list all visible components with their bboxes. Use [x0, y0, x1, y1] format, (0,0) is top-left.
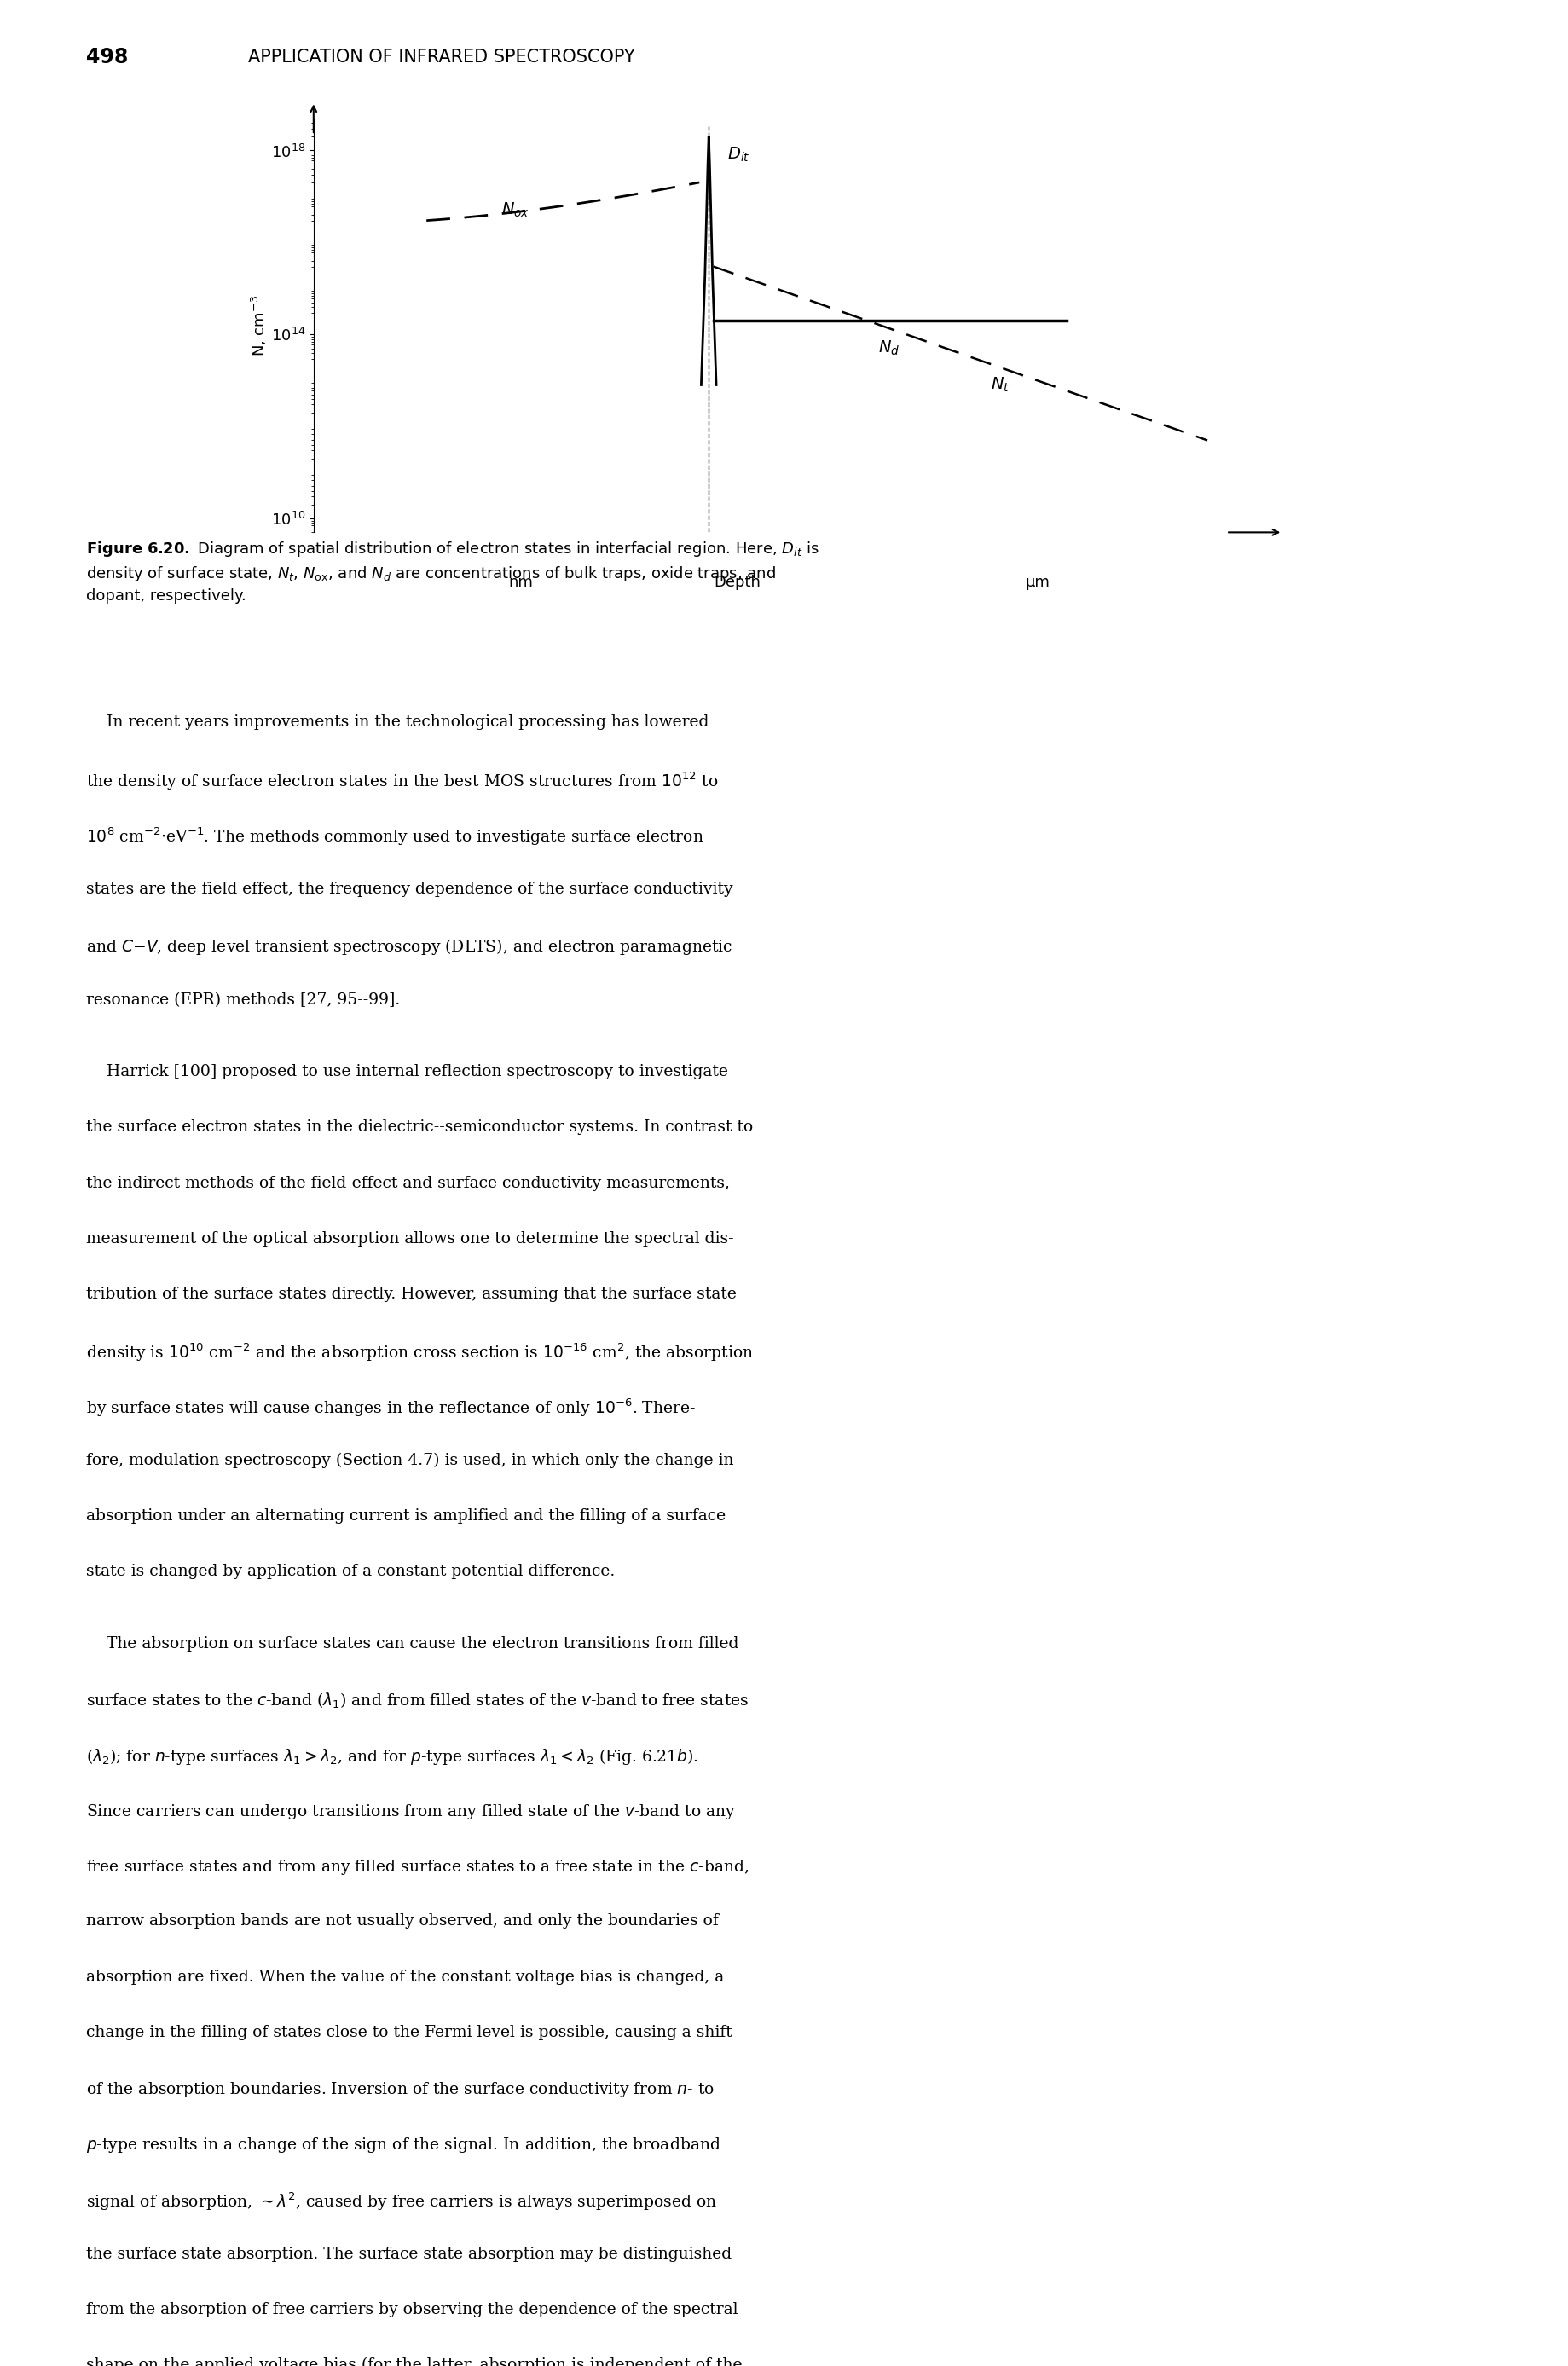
Text: $D_{it}$: $D_{it}$ [728, 147, 750, 163]
Text: tribution of the surface states directly. However, assuming that the surface sta: tribution of the surface states directly… [86, 1287, 737, 1301]
Text: absorption under an alternating current is amplified and the filling of a surfac: absorption under an alternating current … [86, 1510, 726, 1524]
Text: the indirect methods of the field-effect and surface conductivity measurements,: the indirect methods of the field-effect… [86, 1176, 731, 1190]
Text: change in the filling of states close to the Fermi level is possible, causing a : change in the filling of states close to… [86, 2025, 732, 2039]
Text: shape on the applied voltage bias (for the latter, absorption is independent of : shape on the applied voltage bias (for t… [86, 2357, 742, 2366]
Text: states are the field effect, the frequency dependence of the surface conductivit: states are the field effect, the frequen… [86, 880, 734, 897]
Text: APPLICATION OF INFRARED SPECTROSCOPY: APPLICATION OF INFRARED SPECTROSCOPY [248, 47, 635, 66]
Text: free surface states and from any filled surface states to a free state in the $c: free surface states and from any filled … [86, 1857, 750, 1876]
Text: $N_t$: $N_t$ [991, 376, 1010, 395]
Text: μm: μm [1025, 575, 1051, 589]
Text: $\mathbf{Figure\ 6.20.}$ Diagram of spatial distribution of electron states in i: $\mathbf{Figure\ 6.20.}$ Diagram of spat… [86, 539, 818, 603]
Text: fore, modulation spectroscopy (Section 4.7) is used, in which only the change in: fore, modulation spectroscopy (Section 4… [86, 1453, 734, 1469]
Text: ($\lambda_2$); for $n$-type surfaces $\lambda_1 > \lambda_2$, and for $p$-type s: ($\lambda_2$); for $n$-type surfaces $\l… [86, 1746, 698, 1767]
Text: state is changed by application of a constant potential difference.: state is changed by application of a con… [86, 1564, 615, 1578]
Text: by surface states will cause changes in the reflectance of only $10^{-6}$. There: by surface states will cause changes in … [86, 1398, 696, 1420]
Text: the surface electron states in the dielectric--semiconductor systems. In contras: the surface electron states in the diele… [86, 1119, 753, 1136]
Text: $N_{\mathregular{ox}}$: $N_{\mathregular{ox}}$ [502, 201, 530, 220]
Text: $p$-type results in a change of the sign of the signal. In addition, the broadba: $p$-type results in a change of the sign… [86, 2136, 721, 2155]
Text: of the absorption boundaries. Inversion of the surface conductivity from $n$- to: of the absorption boundaries. Inversion … [86, 2080, 715, 2099]
Text: In recent years improvements in the technological processing has lowered: In recent years improvements in the tech… [86, 715, 709, 731]
Text: from the absorption of free carriers by observing the dependence of the spectral: from the absorption of free carriers by … [86, 2302, 739, 2319]
Text: Depth: Depth [713, 575, 760, 589]
Text: surface states to the $c$-band ($\lambda_1$) and from filled states of the $v$-b: surface states to the $c$-band ($\lambda… [86, 1692, 750, 1711]
Text: density is $10^{10}$ cm$^{-2}$ and the absorption cross section is $10^{-16}$ cm: density is $10^{10}$ cm$^{-2}$ and the a… [86, 1342, 754, 1363]
Text: $10^8$ cm$^{-2}$$\cdot$eV$^{-1}$. The methods commonly used to investigate surfa: $10^8$ cm$^{-2}$$\cdot$eV$^{-1}$. The me… [86, 826, 704, 847]
Text: signal of absorption, $\sim\lambda^2$, caused by free carriers is always superim: signal of absorption, $\sim\lambda^2$, c… [86, 2191, 717, 2212]
Text: Harrick [100] proposed to use internal reflection spectroscopy to investigate: Harrick [100] proposed to use internal r… [86, 1065, 728, 1079]
Text: resonance (EPR) methods [27, 95--99].: resonance (EPR) methods [27, 95--99]. [86, 991, 400, 1008]
Text: the density of surface electron states in the best MOS structures from $10^{12}$: the density of surface electron states i… [86, 771, 718, 793]
Text: 498: 498 [86, 47, 129, 66]
Text: nm: nm [508, 575, 533, 589]
Text: the surface state absorption. The surface state absorption may be distinguished: the surface state absorption. The surfac… [86, 2248, 732, 2262]
Text: narrow absorption bands are not usually observed, and only the boundaries of: narrow absorption bands are not usually … [86, 1914, 718, 1928]
Text: $N_d$: $N_d$ [878, 338, 900, 357]
Text: and $C$$-$$V$, deep level transient spectroscopy (DLTS), and electron paramagnet: and $C$$-$$V$, deep level transient spec… [86, 937, 732, 956]
Text: measurement of the optical absorption allows one to determine the spectral dis-: measurement of the optical absorption al… [86, 1230, 734, 1247]
Text: absorption are fixed. When the value of the constant voltage bias is changed, a: absorption are fixed. When the value of … [86, 1969, 724, 1985]
Y-axis label: N, cm$^{-3}$: N, cm$^{-3}$ [249, 296, 268, 355]
Text: Since carriers can undergo transitions from any filled state of the $v$-band to : Since carriers can undergo transitions f… [86, 1803, 737, 1822]
Text: The absorption on surface states can cause the electron transitions from filled: The absorption on surface states can cau… [86, 1637, 739, 1651]
